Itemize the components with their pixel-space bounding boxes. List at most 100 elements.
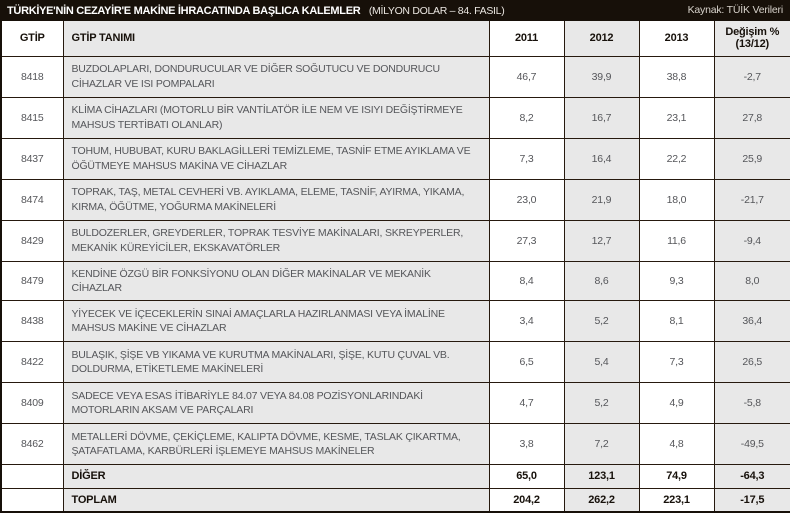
change-header-line2: (13/12) — [735, 38, 770, 51]
export-table: GTİP GTİP TANIMI 2011 2012 2013 Değişim … — [0, 19, 790, 513]
value-2012: 5,2 — [563, 381, 640, 424]
gtip-code: 8438 — [0, 299, 64, 342]
gtip-description: TOPRAK, TAŞ, METAL CEVHERİ VB. AYIKLAMA,… — [62, 178, 490, 221]
gtip-code: 8479 — [0, 260, 64, 301]
value-2011: 27,3 — [488, 219, 565, 262]
table-row: 8479 KENDİNE ÖZGÜ BİR FONKSİYONU OLAN Dİ… — [0, 260, 790, 301]
page-title: TÜRKİYE'NİN CEZAYİR'E MAKİNE İHRACATINDA… — [7, 4, 361, 17]
value-2013: 4,8 — [638, 422, 715, 465]
gtip-code — [0, 487, 64, 513]
gtip-code: 8437 — [0, 137, 64, 180]
value-2011: 6,5 — [488, 340, 565, 383]
table-row: DİĞER 65,0 123,1 74,9 -64,3 — [0, 463, 790, 489]
table-row: 8462 METALLERİ DÖVME, ÇEKİÇLEME, KALIPTA… — [0, 422, 790, 465]
gtip-description: DİĞER — [62, 463, 490, 489]
table-row: 8418 BUZDOLAPLARI, DONDURUCULAR VE DİĞER… — [0, 55, 790, 98]
change-value: 36,4 — [713, 299, 790, 342]
value-2013: 223,1 — [638, 487, 715, 513]
gtip-code: 8409 — [0, 381, 64, 424]
value-2012: 123,1 — [563, 463, 640, 489]
value-2011: 46,7 — [488, 55, 565, 98]
gtip-description: KLİMA CİHAZLARI (MOTORLU BİR VANTİLATÖR … — [62, 96, 490, 139]
value-2013: 74,9 — [638, 463, 715, 489]
table-row: 8415 KLİMA CİHAZLARI (MOTORLU BİR VANTİL… — [0, 96, 790, 139]
table-header-row: GTİP GTİP TANIMI 2011 2012 2013 Değişim … — [0, 19, 790, 57]
value-2013: 4,9 — [638, 381, 715, 424]
value-2012: 5,2 — [563, 299, 640, 342]
col-header-change: Değişim % (13/12) — [713, 19, 790, 57]
gtip-code: 8415 — [0, 96, 64, 139]
gtip-code: 8429 — [0, 219, 64, 262]
gtip-description: SADECE VEYA ESAS İTİBARİYLE 84.07 VEYA 8… — [62, 381, 490, 424]
gtip-description: TOPLAM — [62, 487, 490, 513]
value-2011: 3,4 — [488, 299, 565, 342]
change-value: -21,7 — [713, 178, 790, 221]
value-2013: 22,2 — [638, 137, 715, 180]
gtip-description: KENDİNE ÖZGÜ BİR FONKSİYONU OLAN DİĞER M… — [62, 260, 490, 301]
page-subtitle: (MİLYON DOLAR – 84. FASIL) — [368, 4, 505, 17]
gtip-description: TOHUM, HUBUBAT, KURU BAKLAGİLLERİ TEMİZL… — [62, 137, 490, 180]
col-header-gtip-tanimi: GTİP TANIMI — [62, 19, 490, 57]
gtip-description: BULDOZERLER, GREYDERLER, TOPRAK TESVİYE … — [62, 219, 490, 262]
title-bar: TÜRKİYE'NİN CEZAYİR'E MAKİNE İHRACATINDA… — [0, 0, 790, 19]
value-2012: 5,4 — [563, 340, 640, 383]
value-2013: 38,8 — [638, 55, 715, 98]
change-value: -9,4 — [713, 219, 790, 262]
table-row: 8438 YİYECEK VE İÇECEKLERİN SINAİ AMAÇLA… — [0, 299, 790, 342]
value-2012: 16,7 — [563, 96, 640, 139]
value-2011: 204,2 — [488, 487, 565, 513]
table-body: 8418 BUZDOLAPLARI, DONDURUCULAR VE DİĞER… — [0, 55, 790, 513]
value-2013: 7,3 — [638, 340, 715, 383]
value-2012: 8,6 — [563, 260, 640, 301]
gtip-description: BUZDOLAPLARI, DONDURUCULAR VE DİĞER SOĞU… — [62, 55, 490, 98]
gtip-code: 8422 — [0, 340, 64, 383]
value-2013: 9,3 — [638, 260, 715, 301]
change-value: -64,3 — [713, 463, 790, 489]
change-value: 26,5 — [713, 340, 790, 383]
value-2012: 7,2 — [563, 422, 640, 465]
col-header-2011: 2011 — [488, 19, 565, 57]
col-header-2013: 2013 — [638, 19, 715, 57]
value-2011: 7,3 — [488, 137, 565, 180]
change-value: -2,7 — [713, 55, 790, 98]
value-2012: 16,4 — [563, 137, 640, 180]
gtip-code: 8474 — [0, 178, 64, 221]
gtip-code: 8462 — [0, 422, 64, 465]
table-row: 8429 BULDOZERLER, GREYDERLER, TOPRAK TES… — [0, 219, 790, 262]
gtip-code: 8418 — [0, 55, 64, 98]
col-header-2012: 2012 — [563, 19, 640, 57]
change-value: 27,8 — [713, 96, 790, 139]
value-2011: 8,4 — [488, 260, 565, 301]
value-2012: 39,9 — [563, 55, 640, 98]
value-2011: 4,7 — [488, 381, 565, 424]
table-row: 8474 TOPRAK, TAŞ, METAL CEVHERİ VB. AYIK… — [0, 178, 790, 221]
source-label: Kaynak: TÜİK Verileri — [687, 3, 784, 16]
title-group: TÜRKİYE'NİN CEZAYİR'E MAKİNE İHRACATINDA… — [7, 1, 505, 19]
table-row: 8409 SADECE VEYA ESAS İTİBARİYLE 84.07 V… — [0, 381, 790, 424]
value-2013: 8,1 — [638, 299, 715, 342]
change-value: -17,5 — [713, 487, 790, 513]
value-2013: 11,6 — [638, 219, 715, 262]
gtip-description: METALLERİ DÖVME, ÇEKİÇLEME, KALIPTA DÖVM… — [62, 422, 490, 465]
table-row: TOPLAM 204,2 262,2 223,1 -17,5 — [0, 487, 790, 513]
gtip-code — [0, 463, 64, 489]
change-value: -5,8 — [713, 381, 790, 424]
change-value: 8,0 — [713, 260, 790, 301]
change-header-line1: Değişim % — [725, 25, 780, 38]
value-2011: 8,2 — [488, 96, 565, 139]
value-2013: 23,1 — [638, 96, 715, 139]
value-2012: 12,7 — [563, 219, 640, 262]
value-2013: 18,0 — [638, 178, 715, 221]
value-2011: 3,8 — [488, 422, 565, 465]
value-2012: 21,9 — [563, 178, 640, 221]
col-header-gtip: GTİP — [0, 19, 64, 57]
gtip-description: YİYECEK VE İÇECEKLERİN SINAİ AMAÇLARLA H… — [62, 299, 490, 342]
change-value: -49,5 — [713, 422, 790, 465]
change-value: 25,9 — [713, 137, 790, 180]
table-row: 8422 BULAŞIK, ŞİŞE VB YIKAMA VE KURUTMA … — [0, 340, 790, 383]
value-2011: 23,0 — [488, 178, 565, 221]
value-2011: 65,0 — [488, 463, 565, 489]
gtip-description: BULAŞIK, ŞİŞE VB YIKAMA VE KURUTMA MAKİN… — [62, 340, 490, 383]
table-row: 8437 TOHUM, HUBUBAT, KURU BAKLAGİLLERİ T… — [0, 137, 790, 180]
